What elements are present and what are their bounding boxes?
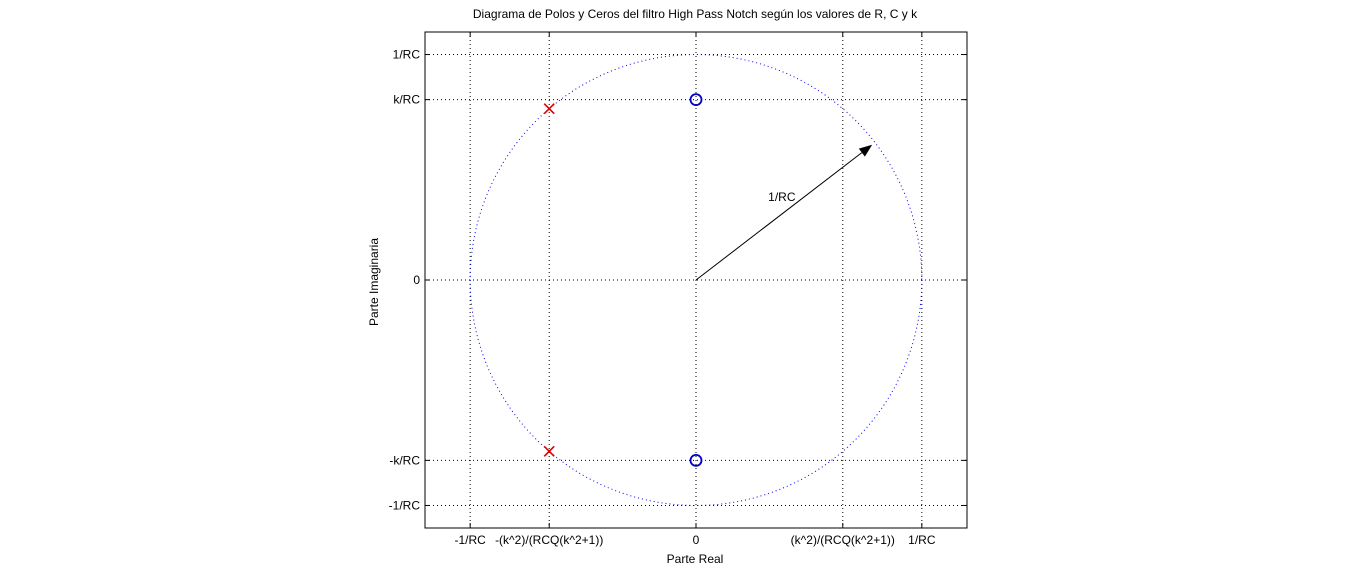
y-tick-label: 0 — [413, 273, 420, 287]
chart-title: Diagrama de Polos y Ceros del filtro Hig… — [473, 7, 918, 21]
x-axis-label: Parte Real — [667, 552, 724, 566]
radius-arrow-layer: 1/RC — [695, 144, 873, 281]
y-axis-label: Parte Imaginaria — [367, 238, 381, 326]
y-tick-label: 1/RC — [393, 48, 421, 62]
axis-ticks: -1/RC -(k^2)/(RCQ(k^2+1)) 0 (k^2)/(RCQ(k^2+… — [389, 32, 967, 547]
y-tick-label: -1/RC — [389, 498, 421, 512]
zero-marker — [689, 93, 703, 107]
unit-circle-layer — [469, 54, 923, 506]
radius-arrow-head — [858, 144, 873, 157]
y-tick-label: -k/RC — [389, 453, 420, 467]
x-tick-label: -(k^2)/(RCQ(k^2+1)) — [495, 533, 603, 547]
y-tick-label: k/RC — [393, 93, 420, 107]
unit-circle — [469, 54, 923, 506]
radius-arrow-label: 1/RC — [768, 190, 796, 204]
radius-arrow-line — [695, 152, 863, 281]
x-tick-label: 0 — [693, 533, 700, 547]
pole-marker — [543, 103, 555, 115]
zero-marker — [689, 453, 703, 467]
x-tick-label: -1/RC — [454, 533, 486, 547]
markers-layer — [543, 93, 703, 467]
x-tick-label: 1/RC — [908, 533, 936, 547]
pole-marker — [543, 445, 555, 457]
x-tick-label: (k^2)/(RCQ(k^2+1)) — [791, 533, 895, 547]
